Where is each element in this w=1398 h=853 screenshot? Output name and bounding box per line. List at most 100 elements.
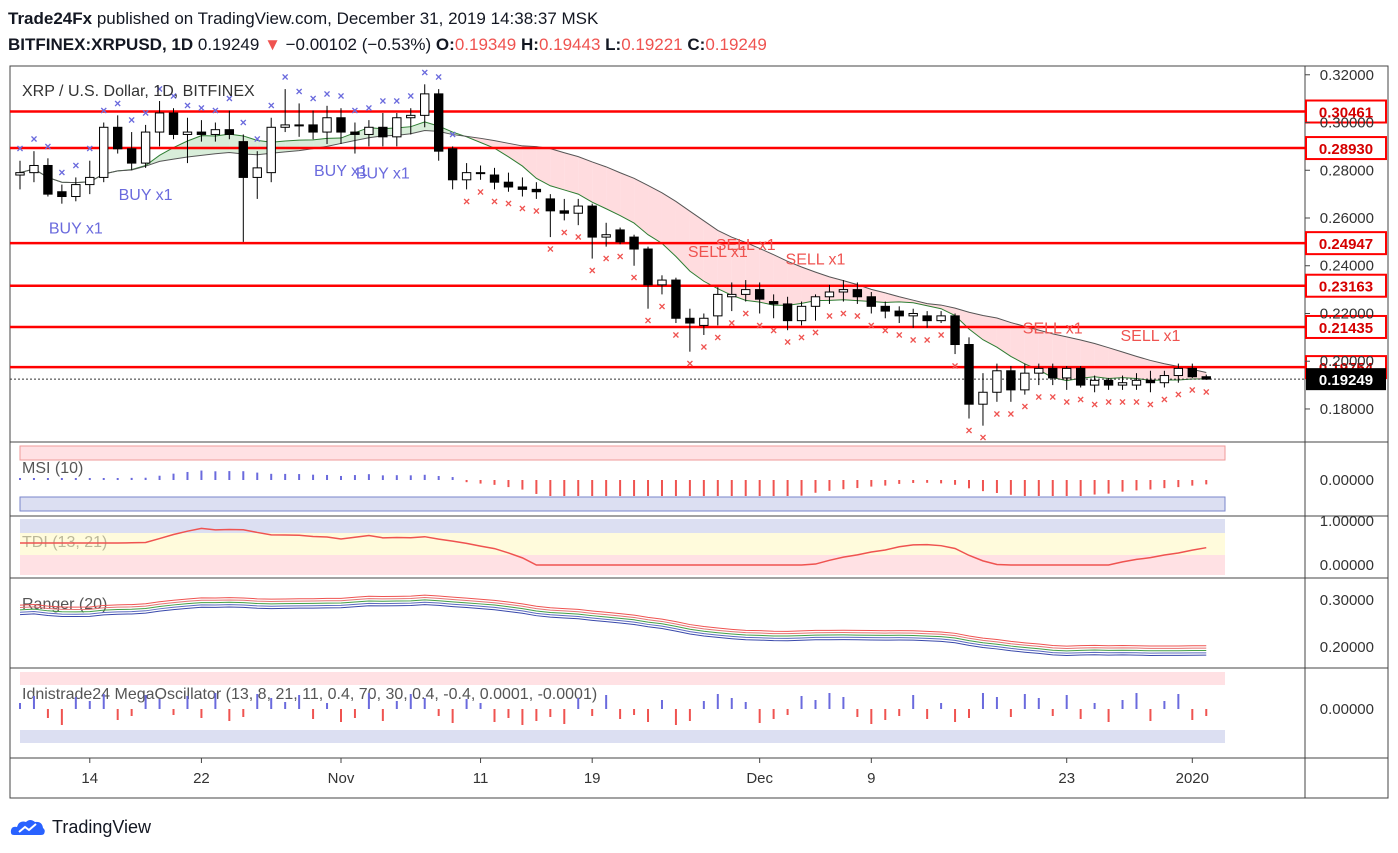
candle-body: [992, 370, 1002, 393]
candle-body: [71, 184, 81, 198]
horizontal-levels: 0.304610.289300.249470.231630.214350.197…: [10, 99, 1387, 391]
candle: [475, 165, 486, 180]
open-label: O:: [435, 35, 455, 54]
close-value: 0.19249: [705, 35, 767, 54]
candle: [1075, 366, 1086, 388]
time-tick-label: 22: [193, 770, 210, 787]
sell-marker: ×: [505, 197, 512, 211]
candle-body: [950, 315, 960, 346]
candle: [378, 112, 388, 147]
kenji-band-segment: [913, 300, 928, 306]
candle-body: [1020, 372, 1030, 391]
sell-marker: ×: [645, 314, 652, 328]
kenji-band-segment: [885, 292, 900, 303]
candle-body: [964, 344, 974, 405]
candle: [838, 280, 849, 302]
candle: [461, 163, 472, 190]
candle-body: [1117, 382, 1128, 386]
sell-marker: ×: [1161, 392, 1168, 406]
candle: [1173, 363, 1184, 383]
kenji-band-segment: [675, 201, 690, 272]
kenji-band-segment: [480, 138, 495, 149]
sell-marker: ×: [519, 202, 526, 216]
symbol-ohlc-line: BITFINEX:XRPUSD, 1D 0.19249 ▼ −0.00102 (…: [8, 35, 767, 55]
candle-body: [517, 186, 528, 190]
candle-body: [657, 279, 667, 286]
panel-tick-label: 0.00000: [1320, 701, 1374, 718]
tdi-upper-band: [20, 519, 1225, 533]
candle-body: [587, 205, 597, 238]
kenji-band-segment: [522, 145, 537, 179]
price-axis[interactable]: 0.32000 0.30000 0.28000 0.26000 0.24000 0.220…: [1305, 67, 1374, 418]
kenji-band-segment: [689, 211, 704, 282]
buy-marker: ×: [379, 94, 386, 108]
kenji-band-segment: [201, 135, 216, 156]
candle: [154, 101, 165, 147]
kenji-band-segment: [215, 134, 230, 154]
kenji-cloud: [19, 121, 1207, 382]
candle: [1131, 373, 1142, 390]
sell-signal-label: SELL x1: [1023, 321, 1083, 338]
time-tick-label: 2020: [1176, 770, 1209, 787]
buy-marker: ×: [337, 89, 344, 103]
candle: [322, 105, 332, 144]
published-text: published on TradingView.com, December 3…: [96, 9, 599, 28]
ranger-line: [19, 604, 1207, 657]
candle: [782, 296, 793, 331]
kenji-band-segment: [955, 308, 970, 329]
price-tick-label: 0.22000: [1320, 305, 1374, 322]
candle: [1020, 363, 1030, 395]
price-change: −0.00102 (−0.53%): [285, 35, 432, 54]
publisher-name[interactable]: Trade24Fx: [8, 9, 93, 28]
candle: [768, 294, 779, 319]
candle-body: [1062, 367, 1072, 379]
kenji-band-segment: [648, 185, 662, 244]
sell-marker: ×: [463, 194, 470, 208]
kenji-band-segment: [634, 178, 649, 235]
candle-body: [866, 296, 877, 307]
candle: [601, 222, 611, 247]
sell-marker: ×: [1063, 395, 1070, 409]
kenji-band-segment: [592, 161, 607, 209]
kenji-band-segment: [1094, 343, 1109, 379]
buy-marker: ×: [128, 113, 135, 127]
sell-marker: ×: [1091, 397, 1098, 411]
sell-marker: ×: [714, 330, 721, 344]
time-axis[interactable]: 14 22 Nov 11 19 Dec 9 23 2020: [81, 758, 1209, 787]
candle: [168, 108, 179, 140]
sell-marker: ×: [1133, 395, 1140, 409]
candle: [1159, 370, 1170, 388]
sell-marker: ×: [882, 323, 889, 337]
buy-marker: ×: [324, 87, 331, 101]
indicator-panels: MSI (10)0.00000TDI (13, 21)1.000000.0000…: [19, 445, 1374, 743]
buy-marker: ×: [44, 139, 51, 153]
buy-signal-label: BUY x1: [314, 163, 368, 180]
candle: [238, 134, 248, 242]
candle: [517, 177, 528, 197]
candle-body: [936, 315, 946, 322]
sell-marker: ×: [979, 431, 986, 445]
candle-body: [1187, 367, 1197, 378]
sell-marker: ×: [1021, 400, 1028, 414]
candle-body: [908, 312, 918, 317]
candle-body: [15, 172, 25, 176]
candle: [796, 301, 807, 326]
tradingview-footer[interactable]: TradingView: [10, 815, 151, 839]
sell-marker: ×: [561, 225, 568, 239]
candle: [503, 172, 514, 192]
footer-brand: TradingView: [52, 816, 152, 837]
candle-body: [433, 93, 444, 152]
candle-body: [754, 289, 765, 300]
buy-marker: ×: [184, 99, 191, 113]
kenji-band-segment: [982, 315, 997, 348]
candle-body: [1159, 375, 1170, 384]
level-label-box: [1305, 99, 1387, 124]
candle-body: [1201, 376, 1211, 380]
candle: [559, 198, 569, 221]
candle-body: [782, 303, 793, 322]
candle-body: [503, 181, 514, 188]
candle-body: [29, 164, 39, 174]
kenji-band-segment: [313, 138, 328, 149]
candle: [545, 194, 556, 238]
